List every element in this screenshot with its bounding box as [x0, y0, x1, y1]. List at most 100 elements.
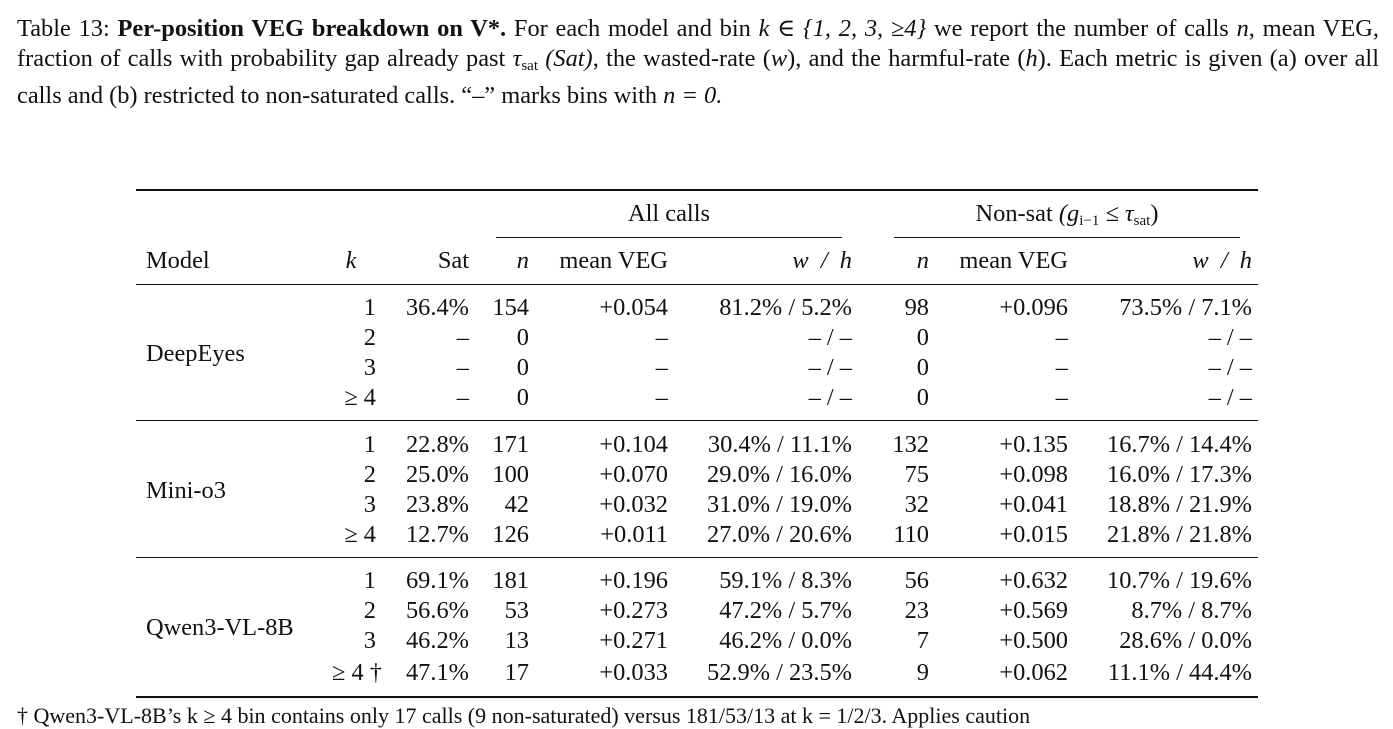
cell-wh: 27.0% / 20.6%: [707, 521, 852, 548]
cell-sat: 47.1%: [405, 659, 469, 686]
caption-label: Table 13:: [17, 15, 110, 42]
cell-wh-nonsat: – / –: [1208, 354, 1252, 381]
cell-n: 0: [516, 354, 529, 381]
cell-mean-veg-nonsat: +0.062: [999, 659, 1068, 686]
cell-mean-veg: +0.104: [599, 431, 668, 458]
cell-wh: 31.0% / 19.0%: [707, 491, 852, 518]
cell-mean-veg: –: [655, 384, 668, 411]
cell-mean-veg-nonsat: +0.569: [999, 597, 1068, 624]
cell-mean-veg: +0.033: [599, 659, 668, 686]
col-header-k: k: [345, 247, 357, 274]
caption-text-3: of calls: [1156, 15, 1229, 42]
col-header-n-nonsat: n: [916, 247, 929, 274]
cell-wh-nonsat: 16.7% / 14.4%: [1107, 431, 1252, 458]
cell-n-nonsat: 110: [893, 521, 929, 548]
cell-wh-nonsat: 10.7% / 19.6%: [1107, 567, 1252, 594]
cell-wh-nonsat: 16.0% / 17.3%: [1107, 461, 1252, 488]
cell-wh: – / –: [808, 324, 852, 351]
caption-text-7: harmful-rate (: [888, 45, 1026, 72]
cell-mean-veg-nonsat: +0.500: [999, 627, 1068, 654]
cell-sat: 69.1%: [405, 567, 469, 594]
cell-k: 3: [363, 491, 376, 518]
cell-wh: 30.4% / 11.1%: [707, 431, 852, 458]
cell-n-nonsat: 0: [916, 324, 929, 351]
col-header-wh-nonsat: w / h: [1192, 247, 1252, 274]
cell-k: 1: [363, 294, 376, 321]
cell-sat: 56.6%: [405, 597, 469, 624]
caption-text-4: , mean VEG, fraction of calls with proba…: [17, 15, 1379, 72]
caption-n-symbol: n: [1236, 15, 1249, 42]
cell-n-nonsat: 132: [892, 431, 929, 458]
cell-mean-veg: –: [655, 354, 668, 381]
cell-n: 100: [492, 461, 529, 488]
caption-title: Per-position VEG breakdown on V*.: [117, 15, 507, 42]
col-header-mean-veg-nonsat: mean VEG: [959, 247, 1068, 274]
cell-wh: 29.0% / 16.0%: [707, 461, 852, 488]
cell-mean-veg-nonsat: –: [1055, 354, 1068, 381]
caption-text-2: we report the number: [934, 15, 1149, 42]
cell-mean-veg: +0.070: [599, 461, 668, 488]
cell-n: 181: [492, 567, 529, 594]
cell-n-nonsat: 98: [904, 294, 929, 321]
cell-k: ≥ 4: [344, 384, 376, 411]
cell-wh: 59.1% / 8.3%: [719, 567, 852, 594]
cell-wh: 47.2% / 5.7%: [719, 597, 852, 624]
cell-k: 2: [363, 461, 376, 488]
cell-mean-veg-nonsat: +0.135: [999, 431, 1068, 458]
caption-tau: τ: [512, 45, 522, 72]
cell-mean-veg-nonsat: +0.632: [999, 567, 1068, 594]
cell-mean-veg: +0.011: [600, 521, 668, 548]
cell-sat: 23.8%: [405, 491, 469, 518]
top-rule: [136, 189, 1258, 191]
cell-sat: 12.7%: [405, 521, 469, 548]
model-name: Mini-o3: [146, 477, 226, 504]
cell-wh: – / –: [808, 354, 852, 381]
col-header-wh: w / h: [792, 247, 852, 274]
cell-wh-nonsat: 28.6% / 0.0%: [1119, 627, 1252, 654]
bottom-rule: [136, 696, 1258, 698]
non-sat-tau: ≤ τ: [1099, 200, 1134, 227]
caption-w: w: [770, 45, 788, 72]
col-header-sat: Sat: [437, 247, 469, 274]
col-header-model: Model: [146, 247, 210, 274]
cell-sat: 46.2%: [405, 627, 469, 654]
cell-wh-nonsat: 18.8% / 21.9%: [1107, 491, 1252, 518]
cell-n-nonsat: 7: [916, 627, 929, 654]
caption-bin-set: k ∈ {1, 2, 3, ≥4}: [758, 15, 927, 42]
group-header-all-calls: All calls: [628, 200, 710, 227]
group-rule-2: [136, 557, 1258, 559]
cell-sat: 22.8%: [405, 431, 469, 458]
cell-wh-nonsat: 11.1% / 44.4%: [1107, 659, 1252, 686]
cell-wh: 46.2% / 0.0%: [719, 627, 852, 654]
cell-n: 154: [492, 294, 529, 321]
group-rule-1: [136, 420, 1258, 422]
caption-sat: (Sat): [545, 45, 593, 72]
cell-wh-nonsat: – / –: [1208, 324, 1252, 351]
cell-mean-veg: +0.054: [599, 294, 668, 321]
cell-n-nonsat: 23: [904, 597, 929, 624]
cell-wh: 52.9% / 23.5%: [707, 659, 852, 686]
cell-n-nonsat: 0: [916, 384, 929, 411]
cell-wh: 81.2% / 5.2%: [719, 294, 852, 321]
cell-n: 0: [516, 324, 529, 351]
cell-k: 3: [363, 627, 376, 654]
group-header-non-sat: Non-sat (gi−1 ≤ τsat): [894, 199, 1240, 236]
cell-n-nonsat: 9: [916, 659, 929, 686]
cell-mean-veg-nonsat: –: [1055, 384, 1068, 411]
cmidrule-all-calls: [496, 237, 842, 239]
caption-h: h: [1025, 45, 1038, 72]
cell-n-nonsat: 56: [904, 567, 929, 594]
caption-tau-sub: sat: [521, 58, 538, 74]
cell-k: 1: [363, 567, 376, 594]
cell-k: 1: [363, 431, 376, 458]
header-rule: [136, 284, 1258, 286]
cell-mean-veg-nonsat: –: [1055, 324, 1068, 351]
cell-sat: –: [456, 324, 469, 351]
caption-text-6: ), and the: [787, 45, 881, 72]
cell-mean-veg: +0.271: [599, 627, 668, 654]
cell-mean-veg-nonsat: +0.096: [999, 294, 1068, 321]
cmidrule-non-sat: [894, 237, 1240, 239]
cell-mean-veg-nonsat: +0.015: [999, 521, 1068, 548]
cell-wh-nonsat: – / –: [1208, 384, 1252, 411]
non-sat-label: Non-sat: [975, 200, 1053, 227]
